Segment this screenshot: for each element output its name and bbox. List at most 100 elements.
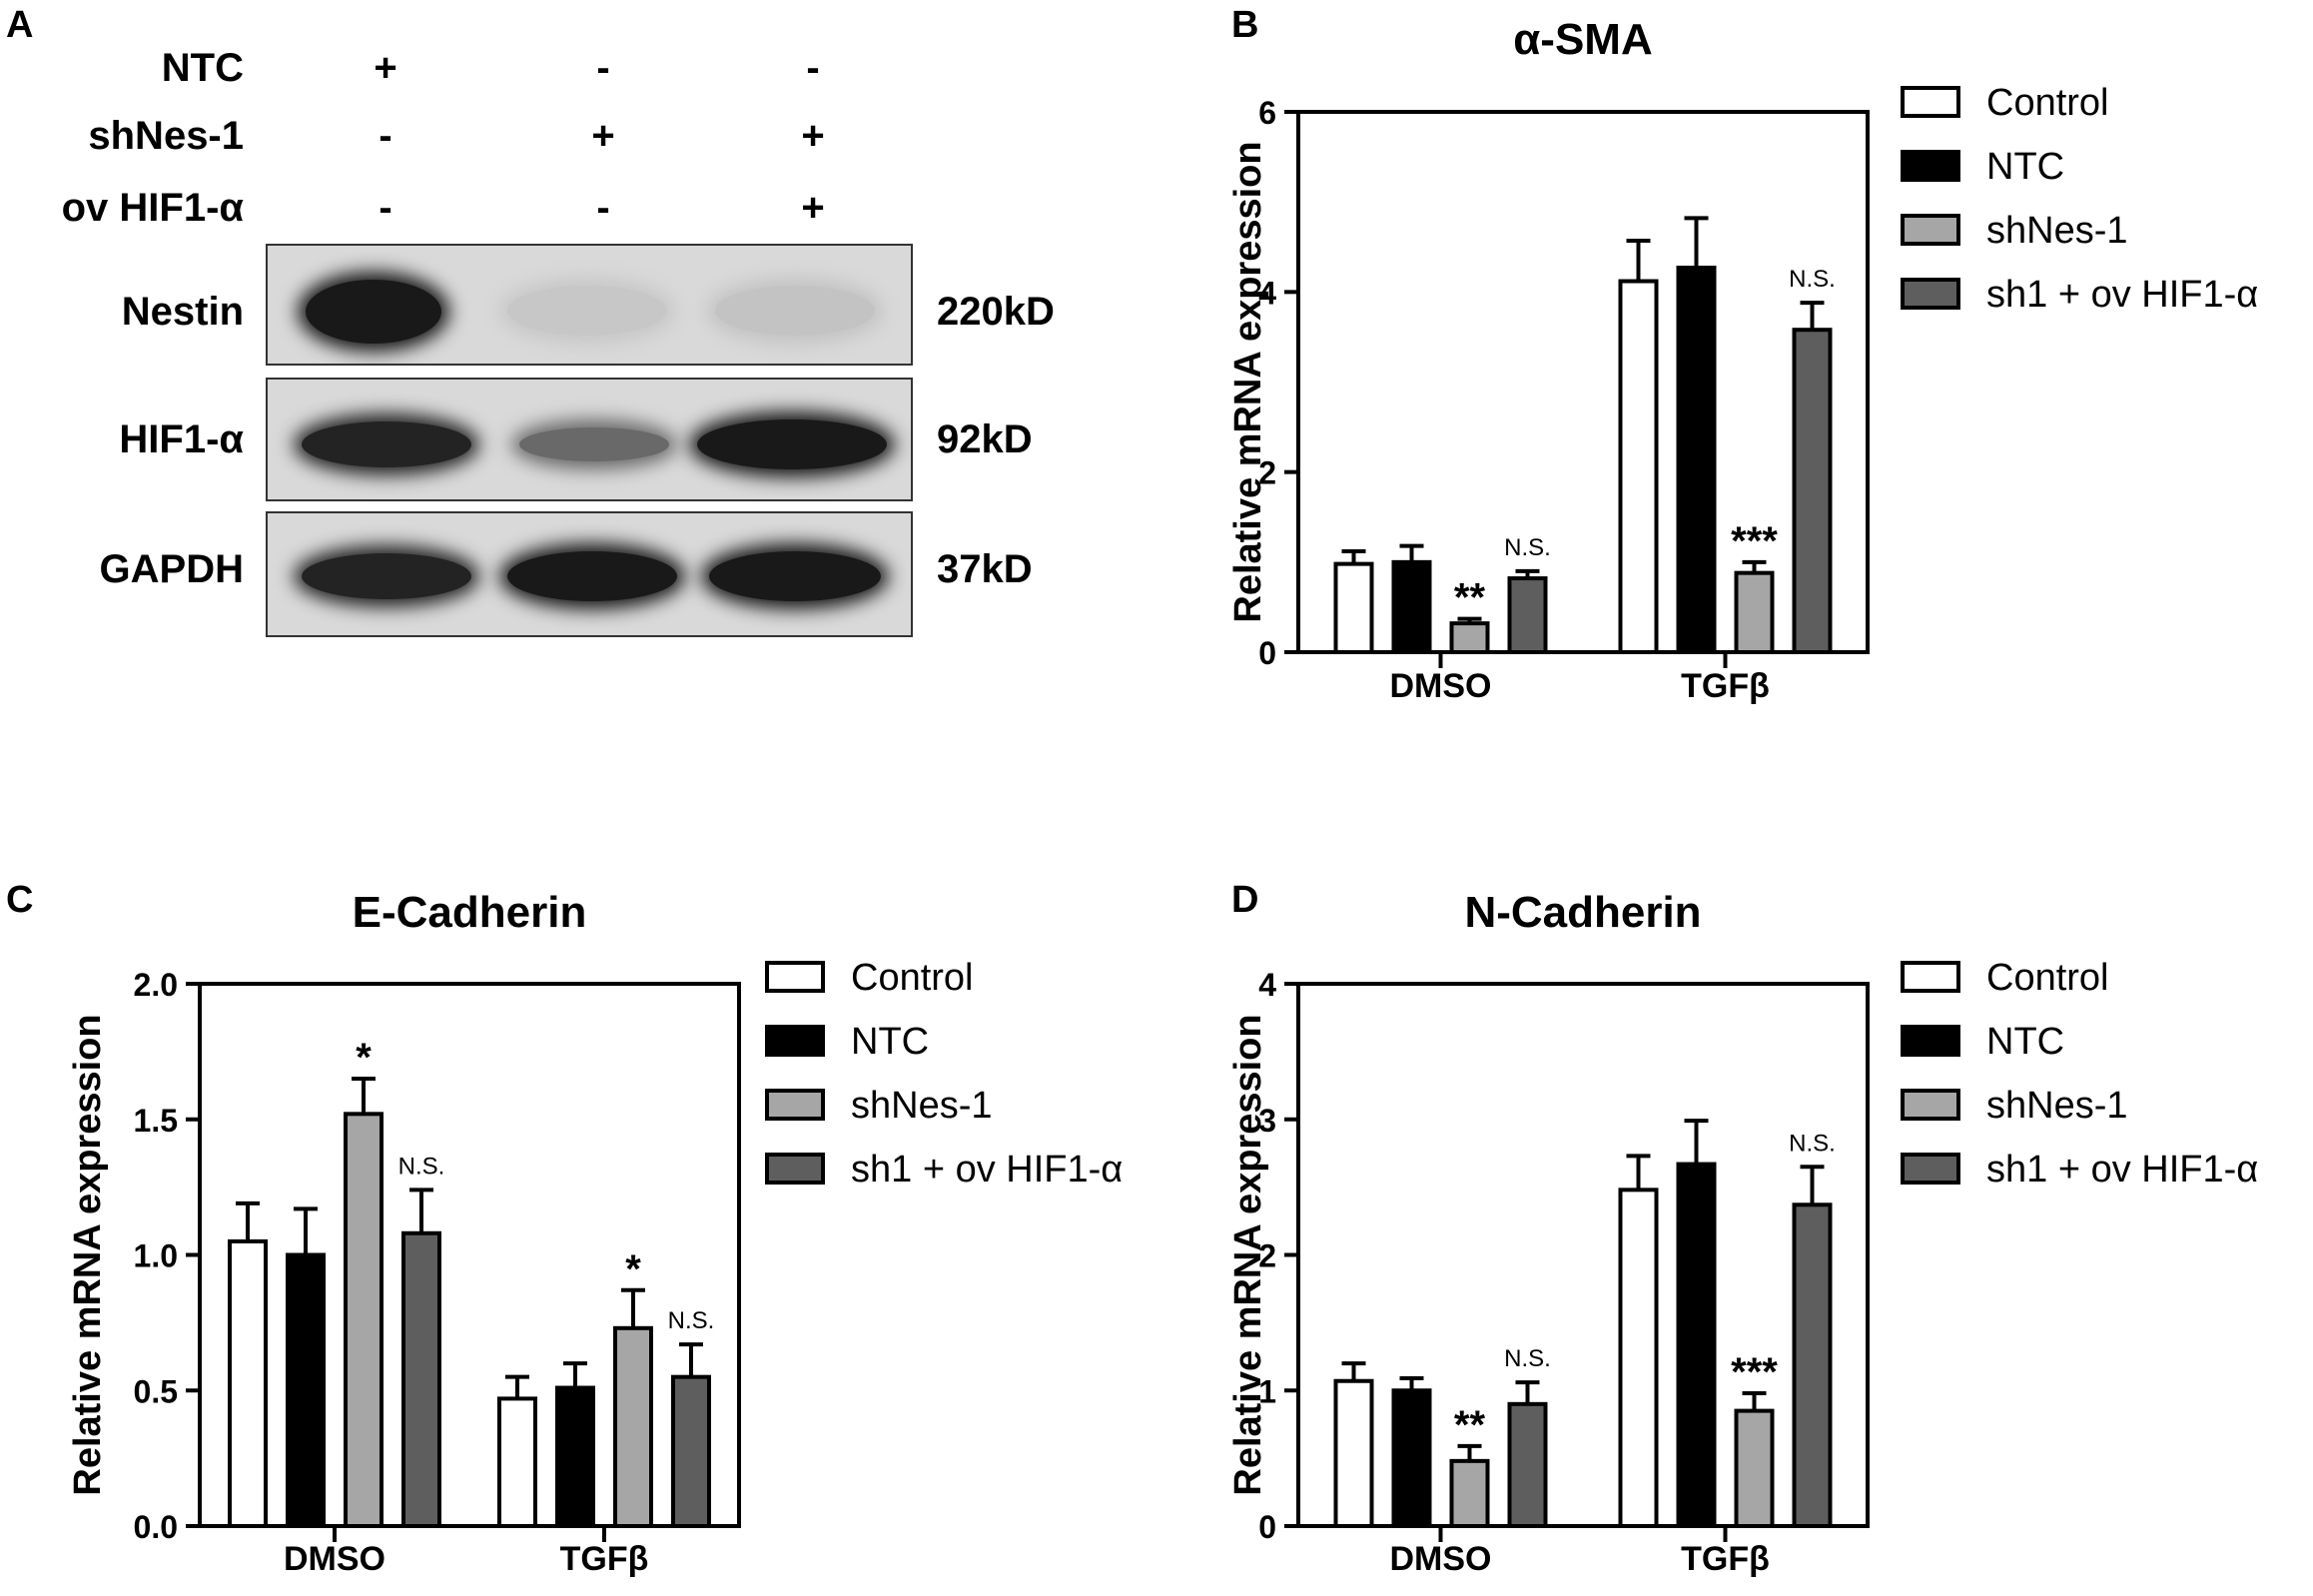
plot-frame bbox=[1296, 110, 1870, 654]
y-tick-label: 2 bbox=[1258, 455, 1276, 491]
y-axis-label: Relative mRNA expression bbox=[1227, 1014, 1269, 1495]
x-tick-label: TGFβ bbox=[1681, 1540, 1770, 1578]
blot-band bbox=[302, 421, 471, 467]
sign-shnes1-lane2: + bbox=[591, 114, 615, 158]
blot-band bbox=[507, 286, 667, 336]
bar bbox=[286, 1252, 326, 1528]
blot-band bbox=[709, 551, 881, 601]
bar bbox=[401, 1230, 441, 1529]
protein-label-hif1a: HIF1-α bbox=[119, 417, 244, 461]
legend-swatch bbox=[765, 1153, 825, 1185]
blot-band bbox=[519, 427, 669, 461]
legend-swatch bbox=[1901, 961, 1960, 993]
y-tick-label: 0.0 bbox=[134, 1509, 178, 1545]
bar bbox=[1507, 576, 1548, 655]
legend-swatch bbox=[1901, 1089, 1960, 1121]
bar bbox=[1792, 1202, 1833, 1528]
legend-swatch bbox=[765, 1025, 825, 1057]
legend-label: Control bbox=[1986, 82, 2109, 124]
bar bbox=[1792, 328, 1833, 654]
panel-letter-a: A bbox=[6, 4, 34, 46]
y-axis-label: Relative mRNA expression bbox=[67, 1014, 109, 1495]
legend-label: Control bbox=[851, 957, 974, 999]
bar bbox=[1333, 561, 1374, 654]
panel-letter-b: B bbox=[1231, 4, 1259, 46]
significance-label: N.S. bbox=[1504, 534, 1551, 561]
x-tick-label: DMSO bbox=[284, 1540, 386, 1578]
y-tick-label: 2.0 bbox=[134, 967, 178, 1003]
panel-letter-d: D bbox=[1231, 879, 1259, 921]
blot-band bbox=[302, 553, 471, 599]
y-tick-label: 4 bbox=[1258, 967, 1276, 1003]
blot-band bbox=[507, 551, 677, 601]
chart-title: E-Cadherin bbox=[353, 888, 587, 937]
y-tick-label: 1.5 bbox=[134, 1103, 178, 1139]
blot-strip-nestin bbox=[266, 244, 913, 366]
sign-shnes1-lane1: - bbox=[379, 114, 392, 158]
size-label-gapdh: 37kD bbox=[937, 547, 1033, 591]
legend-label: sh1 + ov HIF1-α bbox=[851, 1149, 1123, 1191]
legend-swatch bbox=[1901, 1153, 1960, 1185]
significance-label: ** bbox=[1454, 1403, 1486, 1447]
bar bbox=[1449, 621, 1490, 654]
bar bbox=[1734, 570, 1775, 654]
x-tick-label: TGFβ bbox=[560, 1540, 649, 1578]
sign-ntc-lane2: - bbox=[596, 46, 610, 90]
significance-label: * bbox=[356, 1036, 372, 1080]
sign-ovhif-lane2: - bbox=[596, 186, 610, 230]
legend-swatch bbox=[765, 1089, 825, 1121]
significance-label: * bbox=[625, 1247, 641, 1291]
sign-ovhif-lane1: - bbox=[379, 186, 392, 230]
legend-label: shNes-1 bbox=[851, 1085, 993, 1127]
significance-label: N.S. bbox=[1789, 1130, 1836, 1157]
bar bbox=[1618, 279, 1659, 654]
bar bbox=[228, 1238, 268, 1529]
bar bbox=[1618, 1188, 1659, 1528]
chart-title: α-SMA bbox=[1513, 15, 1652, 64]
legend-label: shNes-1 bbox=[1986, 1085, 2128, 1127]
sign-ovhif-lane3: + bbox=[801, 186, 825, 230]
bar bbox=[555, 1385, 595, 1529]
bar bbox=[1391, 1388, 1432, 1528]
sign-ntc-lane3: - bbox=[806, 46, 820, 90]
y-tick-label: 4 bbox=[1258, 275, 1276, 311]
y-tick-label: 3 bbox=[1258, 1103, 1276, 1139]
bar bbox=[344, 1112, 384, 1528]
plot-frame bbox=[198, 982, 741, 1528]
y-axis-label: Relative mRNA expression bbox=[1227, 141, 1269, 622]
protein-label-nestin: Nestin bbox=[121, 290, 244, 334]
significance-label: N.S. bbox=[1789, 266, 1836, 293]
significance-label: N.S. bbox=[668, 1307, 715, 1334]
legend-label: NTC bbox=[851, 1021, 929, 1063]
blot-band bbox=[715, 286, 875, 336]
bar bbox=[1507, 1401, 1548, 1528]
bar bbox=[613, 1325, 653, 1529]
blot-strip-hif1a bbox=[266, 378, 913, 501]
bar bbox=[1734, 1408, 1775, 1529]
condition-label-ov-hif1a: ov HIF1-α bbox=[61, 186, 244, 230]
x-tick-label: DMSO bbox=[1390, 667, 1492, 705]
blot-strip-gapdh bbox=[266, 511, 913, 637]
blot-band bbox=[697, 419, 887, 469]
blot-band bbox=[306, 280, 441, 344]
legend-swatch bbox=[1901, 214, 1960, 246]
y-tick-label: 0 bbox=[1258, 635, 1276, 671]
chart-title: N-Cadherin bbox=[1464, 888, 1701, 937]
y-tick-label: 1.0 bbox=[134, 1238, 178, 1274]
sign-shnes1-lane3: + bbox=[801, 114, 825, 158]
significance-label: N.S. bbox=[1504, 1345, 1551, 1372]
legend-swatch bbox=[1901, 1025, 1960, 1057]
y-tick-label: 6 bbox=[1258, 95, 1276, 131]
plot-frame bbox=[1296, 982, 1870, 1528]
bar bbox=[1676, 265, 1717, 654]
legend-swatch bbox=[1901, 86, 1960, 118]
protein-label-gapdh: GAPDH bbox=[99, 547, 244, 591]
condition-label-ntc: NTC bbox=[161, 46, 244, 90]
legend-label: shNes-1 bbox=[1986, 210, 2128, 252]
bar bbox=[497, 1396, 537, 1529]
y-tick-label: 2 bbox=[1258, 1238, 1276, 1274]
significance-label: *** bbox=[1731, 1350, 1778, 1394]
bar bbox=[1391, 559, 1432, 654]
legend-swatch bbox=[1901, 150, 1960, 182]
